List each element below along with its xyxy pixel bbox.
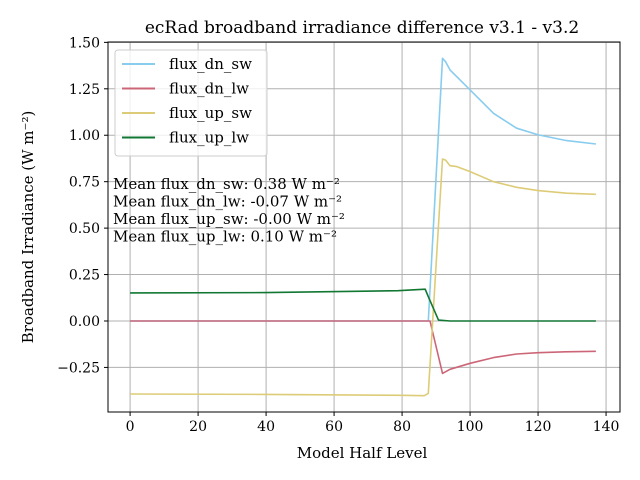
y-tick-label: 1.00 [69, 128, 100, 144]
y-tick-label: 0.25 [69, 268, 100, 284]
x-tick-label: 120 [525, 419, 552, 435]
y-tick-label: 0.75 [69, 175, 100, 191]
legend-label: flux_dn_lw [169, 80, 249, 98]
x-tick-label: 140 [593, 419, 620, 435]
legend-label: flux_up_sw [169, 104, 252, 122]
x-tick-label: 0 [126, 419, 135, 435]
y-tick-label: −0.25 [57, 360, 100, 376]
mean-annotation: Mean flux_dn_lw: -0.07 W m⁻² [113, 193, 342, 211]
series-line-flux-dn-sw [130, 57, 596, 322]
x-tick-label: 100 [457, 419, 484, 435]
legend-box [114, 49, 268, 157]
x-tick-label: 20 [189, 419, 207, 435]
series-lines [130, 57, 596, 397]
y-tick-label: 0.50 [69, 221, 100, 237]
mean-annotation: Mean flux_up_lw: 0.10 W m⁻² [113, 228, 337, 246]
legend-label: flux_dn_sw [169, 55, 252, 73]
legend-label: flux_up_lw [169, 129, 249, 147]
x-tick-label: 40 [257, 419, 275, 435]
mean-annotation: Mean flux_dn_sw: 0.38 W m⁻² [113, 175, 340, 193]
axes-frame [107, 41, 621, 413]
x-tick-label: 60 [325, 419, 343, 435]
series-line-flux-up-sw [130, 158, 596, 397]
series-line-flux-dn-lw [130, 320, 596, 375]
x-axis-label: Model Half Level [297, 444, 428, 462]
y-tick-label: 0.00 [69, 314, 100, 330]
y-tick-label: 1.25 [69, 82, 100, 98]
ticks: 0 20 40 60 80 100 120 140 −0.25 0.00 0.25 0.50 0.75 1… [57, 35, 619, 435]
x-tick-label: 80 [393, 419, 411, 435]
mean-annotation: Mean flux_up_sw: -0.00 W m⁻² [113, 210, 345, 228]
legend: flux_dn_sw flux_dn_lw flux_up_sw flux_up_lw [114, 49, 268, 157]
series-line-flux-up-lw [130, 288, 596, 322]
y-axis-label: Broadband Irradiance (W m⁻²) [19, 111, 37, 344]
y-tick-label: 1.50 [69, 35, 100, 51]
chart-title: ecRad broadband irradiance difference v3… [145, 18, 579, 38]
